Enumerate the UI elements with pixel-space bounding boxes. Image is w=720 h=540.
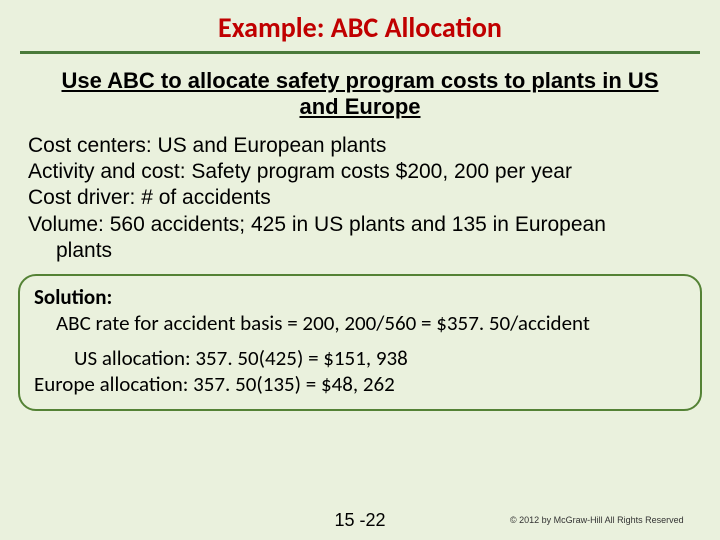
body-line-4b: plants xyxy=(28,238,692,264)
solution-europe: Europe allocation: 357. 50(135) = $48, 2… xyxy=(34,371,686,397)
body-line-4a: Volume: 560 accidents; 425 in US plants … xyxy=(28,212,692,238)
body-line-2: Activity and cost: Safety program costs … xyxy=(28,159,692,185)
solution-box: Solution: ABC rate for accident basis = … xyxy=(18,274,702,411)
subtitle: Use ABC to allocate safety program costs… xyxy=(0,54,720,125)
copyright: © 2012 by McGraw-Hill All Rights Reserve… xyxy=(510,515,690,526)
solution-label: Solution: xyxy=(34,284,686,310)
solution-rate: ABC rate for accident basis = 200, 200/5… xyxy=(34,310,686,336)
title-area: Example: ABC Allocation xyxy=(20,0,700,54)
body-line-1: Cost centers: US and European plants xyxy=(28,133,692,159)
page-title: Example: ABC Allocation xyxy=(50,10,670,45)
page-number: 15 -22 xyxy=(334,510,385,531)
solution-us: US allocation: 357. 50(425) = $151, 938 xyxy=(34,337,686,371)
body-text: Cost centers: US and European plants Act… xyxy=(0,125,720,264)
body-line-3: Cost driver: # of accidents xyxy=(28,185,692,211)
